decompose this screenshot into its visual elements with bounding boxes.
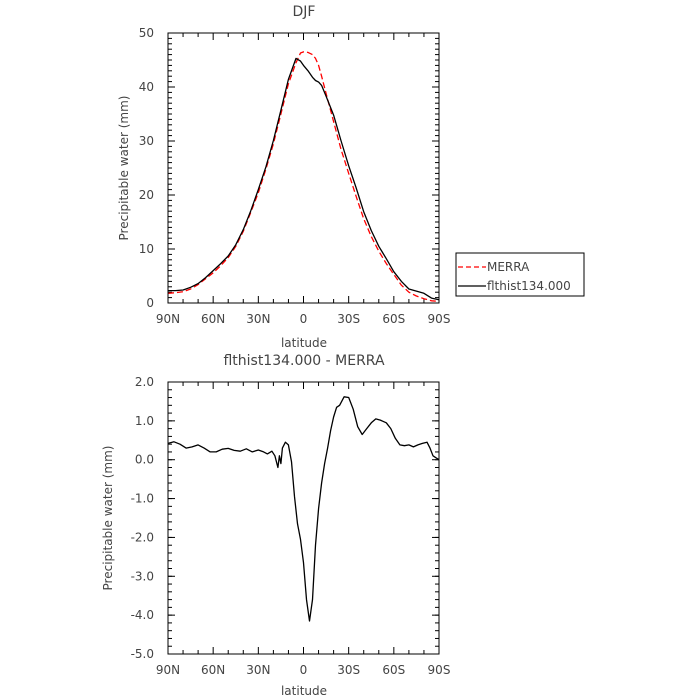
bottom-tick-labels: 90N 60N 30N 0 30S 60S 90S -5.0 -4.0 -3.0 -2.0 -1.0 0… — [131, 375, 451, 677]
y-tick-label: -1.0 — [131, 492, 154, 506]
bottom-chart-title: flthist134.000 - MERRA — [223, 353, 385, 369]
x-tick-label: 60S — [382, 312, 405, 326]
x-tick-label: 90N — [156, 312, 180, 326]
x-tick-label: 90N — [156, 663, 180, 677]
bottom-x-axis-label: latitude — [281, 684, 327, 698]
y-tick-label: 1.0 — [135, 414, 154, 428]
bottom-y-axis-label: Precipitable water (mm) — [101, 446, 115, 591]
y-tick-label: 50 — [139, 26, 154, 40]
top-x-axis-label: latitude — [281, 336, 327, 350]
top-chart-title: DJF — [293, 4, 316, 20]
series-line-difference — [167, 396, 440, 622]
y-tick-label: -4.0 — [131, 608, 154, 622]
x-tick-label: 90S — [428, 312, 451, 326]
y-tick-label: -2.0 — [131, 530, 154, 544]
x-tick-label: 0 — [300, 663, 308, 677]
y-tick-label: 20 — [139, 188, 154, 202]
x-tick-label: 30S — [337, 312, 360, 326]
legend-box — [455, 252, 585, 297]
y-tick-label: -3.0 — [131, 569, 154, 583]
legend-label-merra: MERRA — [487, 260, 530, 274]
top-plot-frame — [167, 32, 440, 304]
top-ticks — [167, 32, 440, 304]
x-tick-label: 60N — [201, 663, 225, 677]
y-tick-label: 0.0 — [135, 453, 154, 467]
y-tick-label: 40 — [139, 80, 154, 94]
y-tick-label: 10 — [139, 242, 154, 256]
top-panel: DJF latitude Precipitable water (mm) 90N… — [117, 4, 585, 350]
x-tick-label: 30S — [337, 663, 360, 677]
x-tick-label: 90S — [428, 663, 451, 677]
x-tick-label: 60N — [201, 312, 225, 326]
x-tick-label: 30N — [246, 663, 270, 677]
x-tick-label: 0 — [300, 312, 308, 326]
series-line-merra — [167, 51, 440, 303]
y-tick-label: 0 — [146, 296, 154, 310]
legend: MERRA flthist134.000 — [455, 252, 585, 297]
bottom-plot-frame — [167, 381, 440, 655]
x-tick-label: 30N — [246, 312, 270, 326]
top-y-axis-label: Precipitable water (mm) — [117, 96, 131, 241]
bottom-series — [167, 396, 440, 622]
bottom-panel: flthist134.000 - MERRA latitude Precipit… — [101, 353, 450, 698]
series-line-flthist134-000 — [168, 57, 440, 301]
top-series — [167, 51, 440, 303]
y-tick-label: 2.0 — [135, 375, 154, 389]
bottom-ticks — [167, 381, 440, 655]
y-tick-label: -5.0 — [131, 647, 154, 661]
y-tick-label: 30 — [139, 134, 154, 148]
x-tick-label: 60S — [382, 663, 405, 677]
legend-label-flthist: flthist134.000 — [487, 279, 571, 293]
top-tick-labels: 90N 60N 30N 0 30S 60S 90S 0 10 20 30 40 50 — [139, 26, 451, 326]
